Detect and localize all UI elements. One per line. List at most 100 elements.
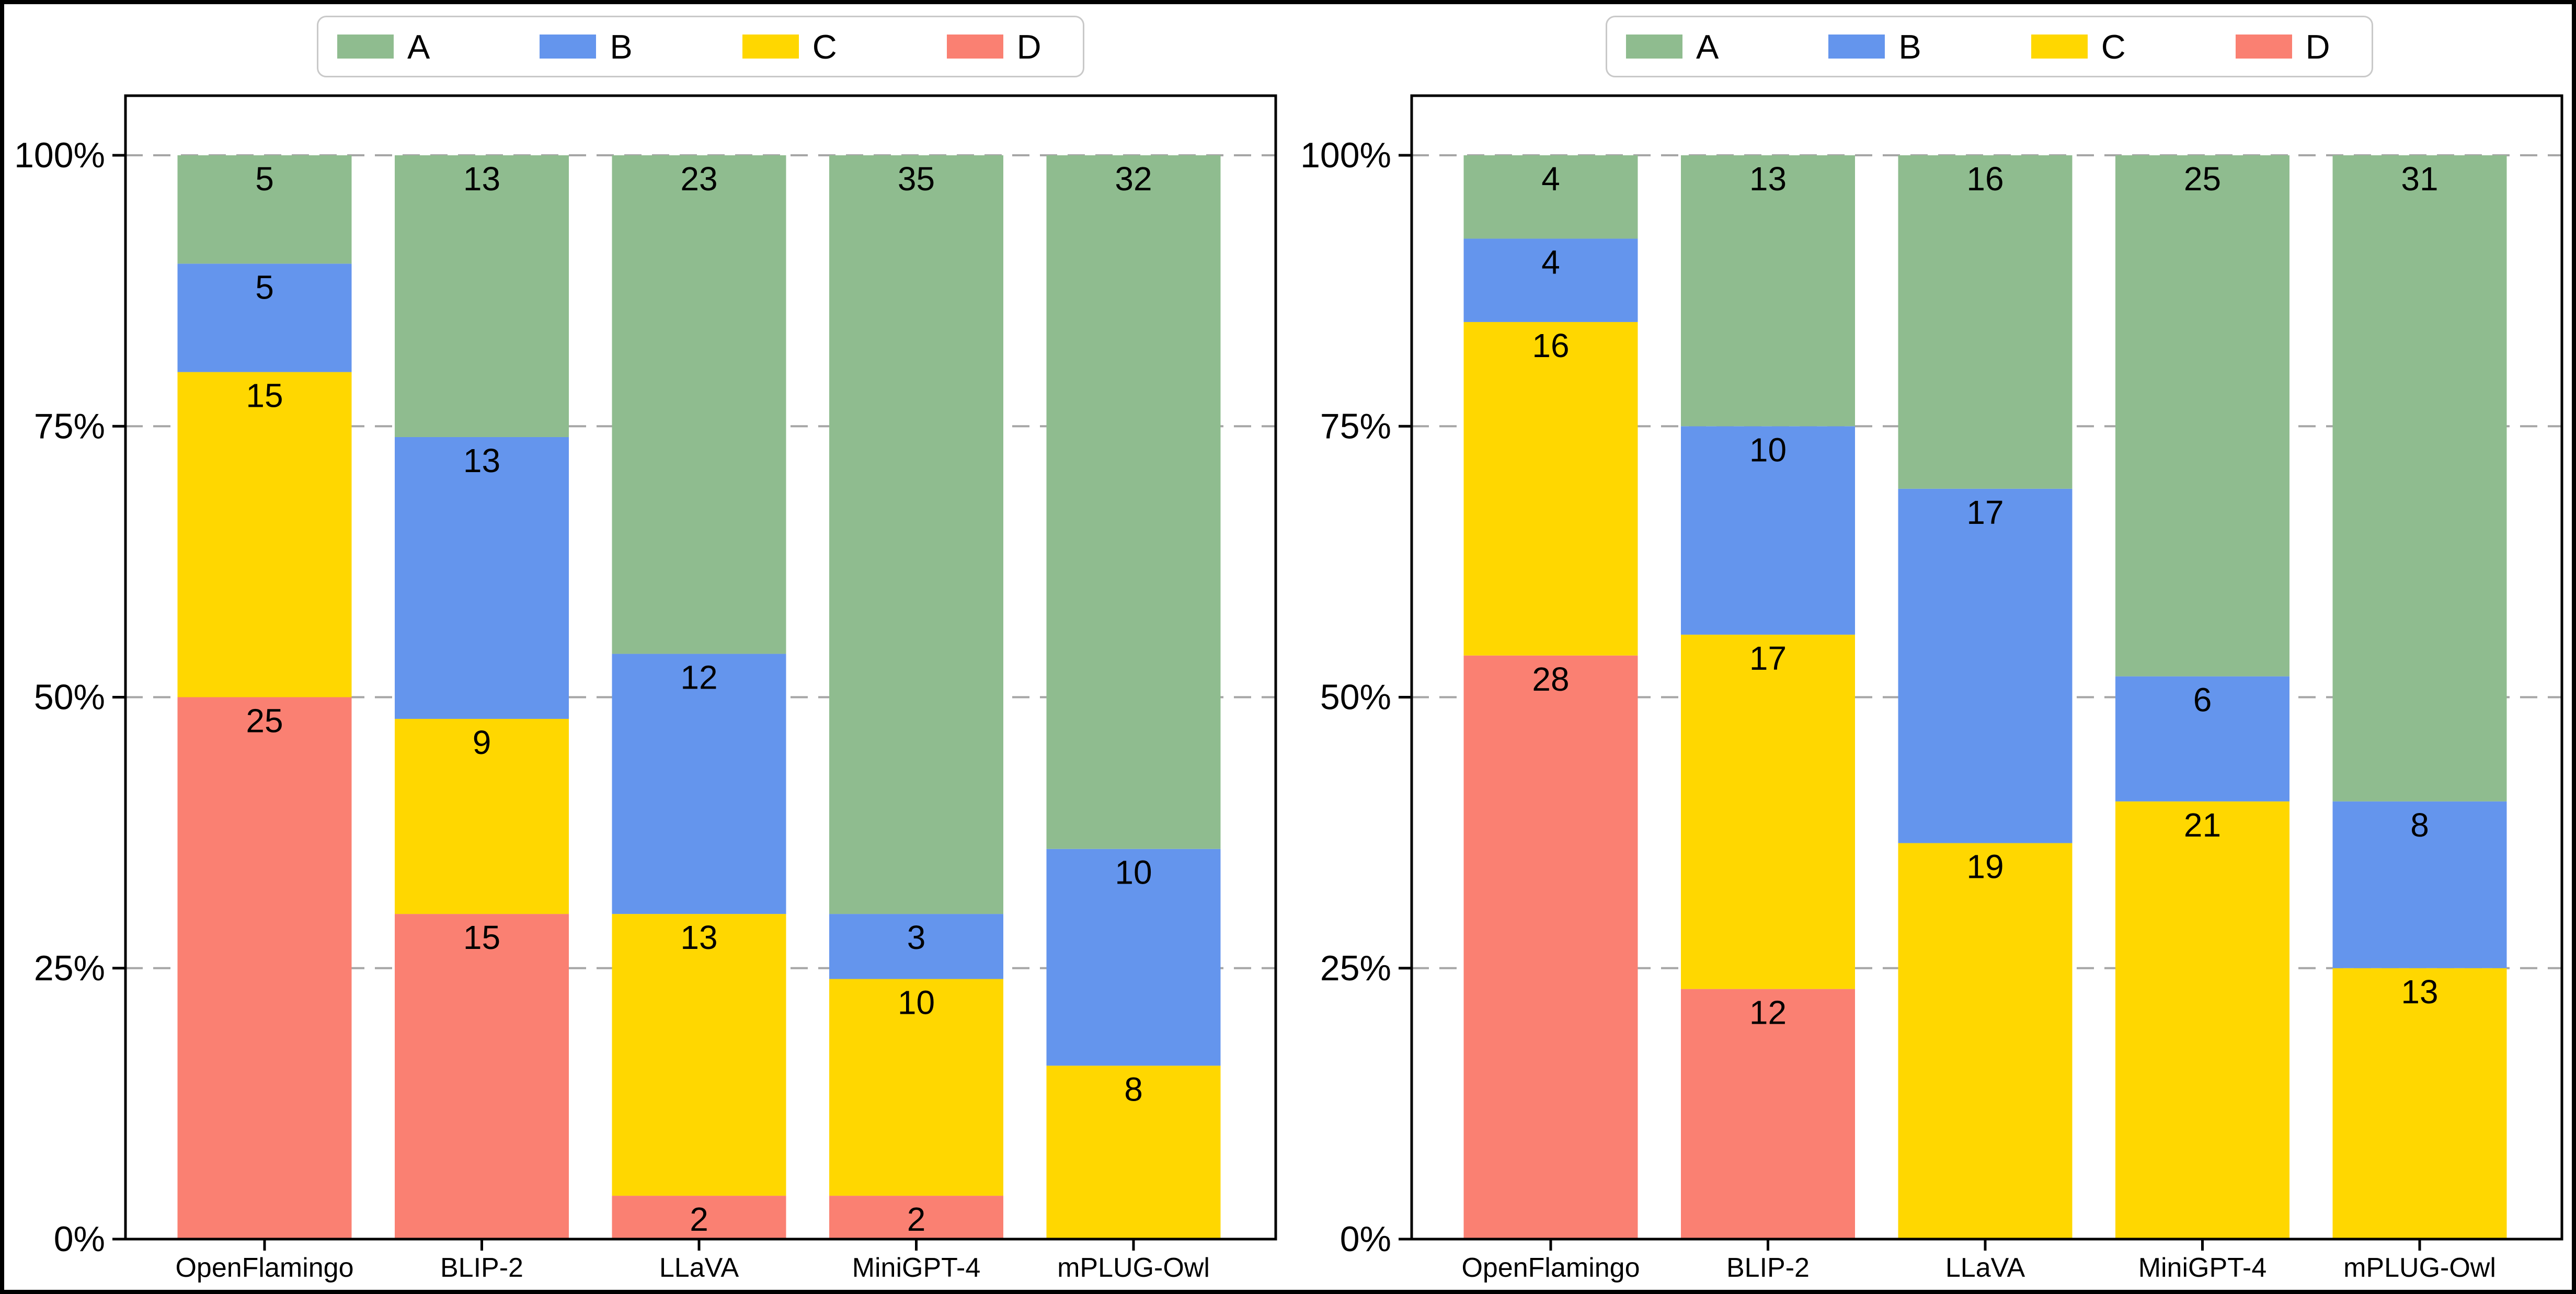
legend-swatch-a [337,35,394,59]
legend-swatch-a [1626,35,1682,59]
x-tick-label: BLIP-2 [440,1253,523,1283]
bar-segment-b [395,437,569,719]
legend-item-b: B [540,30,633,64]
bar-segment-a [612,155,786,654]
legend-swatch-c [2031,35,2088,59]
bar-value-label: 9 [473,724,491,761]
bar-value-label: 3 [907,919,926,956]
y-tick-label: 0% [1340,1219,1391,1259]
legend-label-a: A [407,27,430,66]
bar-segment-a [829,155,1003,914]
bar-value-label: 10 [1749,431,1787,468]
x-tick-label: MiniGPT-4 [2138,1253,2267,1283]
legend-label-a: A [1696,27,1719,66]
bar-segment-d [1681,989,1855,1239]
bar-value-label: 35 [898,160,935,198]
bar-value-label: 12 [680,659,717,696]
bar-segment-b [2115,676,2289,801]
bar-segment-b [1463,238,1638,322]
bar-value-label: 13 [1749,160,1787,198]
bar-value-label: 19 [1966,848,2003,886]
bar-segment-a [2115,155,2289,677]
bar-segment-b [1046,849,1221,1066]
legend-item-a: A [1626,30,1719,64]
bar-segment-d [612,1196,786,1239]
x-tick-label: LLaVA [1945,1253,2025,1283]
x-tick-label: OpenFlamingo [175,1253,353,1283]
bar-segment-b [1681,426,1855,635]
bar-value-label: 8 [1124,1070,1143,1108]
legend-label-b: B [1898,27,1921,66]
legend-item-b: B [1828,30,1921,64]
bar-segment-c [612,914,786,1196]
x-tick-label: OpenFlamingo [1461,1253,1640,1283]
bar-segment-c [2115,801,2289,1239]
bar-segment-c [829,979,1003,1196]
legend-label-d: D [1016,27,1041,66]
plot-frame [124,94,1277,1241]
bar-segment-b [2332,801,2507,968]
bar-segment-c [2332,968,2507,1239]
stacked-bar-charts: 251555159131321312232103350810320%25%50%… [14,94,2563,1283]
y-tick-label: 75% [34,406,105,446]
bar-segment-c [1046,1066,1221,1239]
bar-value-label: 23 [680,160,717,198]
bar-value-label: 13 [680,919,717,956]
x-tick-label: mPLUG-Owl [1057,1253,1210,1283]
bar-segment-a [1898,155,2073,489]
legend-item-d: D [946,27,1041,66]
y-tick-label: 75% [1320,406,1391,446]
bar-value-label: 8 [2410,806,2429,844]
bar-value-label: 2 [907,1200,926,1238]
bar-segment-c [177,372,352,697]
bar-segment-c [395,718,569,914]
bar-value-label: 10 [1115,854,1152,891]
bar-segment-a [1046,155,1221,849]
x-tick-label: BLIP-2 [1726,1253,1810,1283]
bar-value-label: 16 [1966,160,2003,198]
legend-swatch-c [742,35,799,59]
legend-label-d: D [2305,27,2330,66]
bar-segment-d [829,1196,1003,1239]
right-chart-legend: A B C D [1606,16,2373,77]
legend-label-c: C [812,27,837,66]
bar-value-label: 21 [2184,806,2221,844]
bar-value-label: 12 [1749,994,1787,1032]
bar-segment-a [2332,155,2507,801]
bar-segment-a [1463,155,1638,239]
bar-value-label: 17 [1749,639,1787,677]
bar-value-label: 5 [255,268,274,306]
bar-segment-b [177,264,352,372]
y-tick-label: 50% [1320,678,1391,717]
bar-value-label: 25 [2184,160,2221,198]
bar-value-label: 4 [1541,160,1560,198]
bar-value-label: 13 [463,442,500,479]
legend-item-a: A [337,30,430,64]
legend-swatch-b [540,35,597,59]
bar-segment-c [1681,634,1855,989]
bar-segment-c [1898,843,2073,1239]
bar-value-label: 13 [463,160,500,198]
bar-value-label: 31 [2401,160,2438,198]
bar-value-label: 16 [1532,327,1569,364]
bar-segment-d [177,697,352,1239]
bar-value-label: 4 [1541,243,1560,281]
legend-swatch-b [1828,35,1885,59]
legend-item-c: C [2031,30,2126,64]
bar-segment-b [612,654,786,914]
y-tick-label: 25% [34,948,105,988]
legend-swatch-d [946,35,1003,59]
y-tick-label: 100% [14,135,105,175]
bar-segment-c [1463,322,1638,656]
x-tick-label: MiniGPT-4 [852,1253,981,1283]
y-tick-label: 25% [1320,948,1391,988]
x-tick-label: LLaVA [659,1253,739,1283]
bar-segment-a [395,155,569,437]
plot-frame [1410,94,2563,1241]
bar-value-label: 17 [1966,494,2003,531]
bar-value-label: 28 [1532,660,1569,698]
left-chart-legend: A B C D [317,16,1084,77]
bar-value-label: 2 [690,1200,708,1238]
bar-value-label: 10 [898,983,935,1021]
